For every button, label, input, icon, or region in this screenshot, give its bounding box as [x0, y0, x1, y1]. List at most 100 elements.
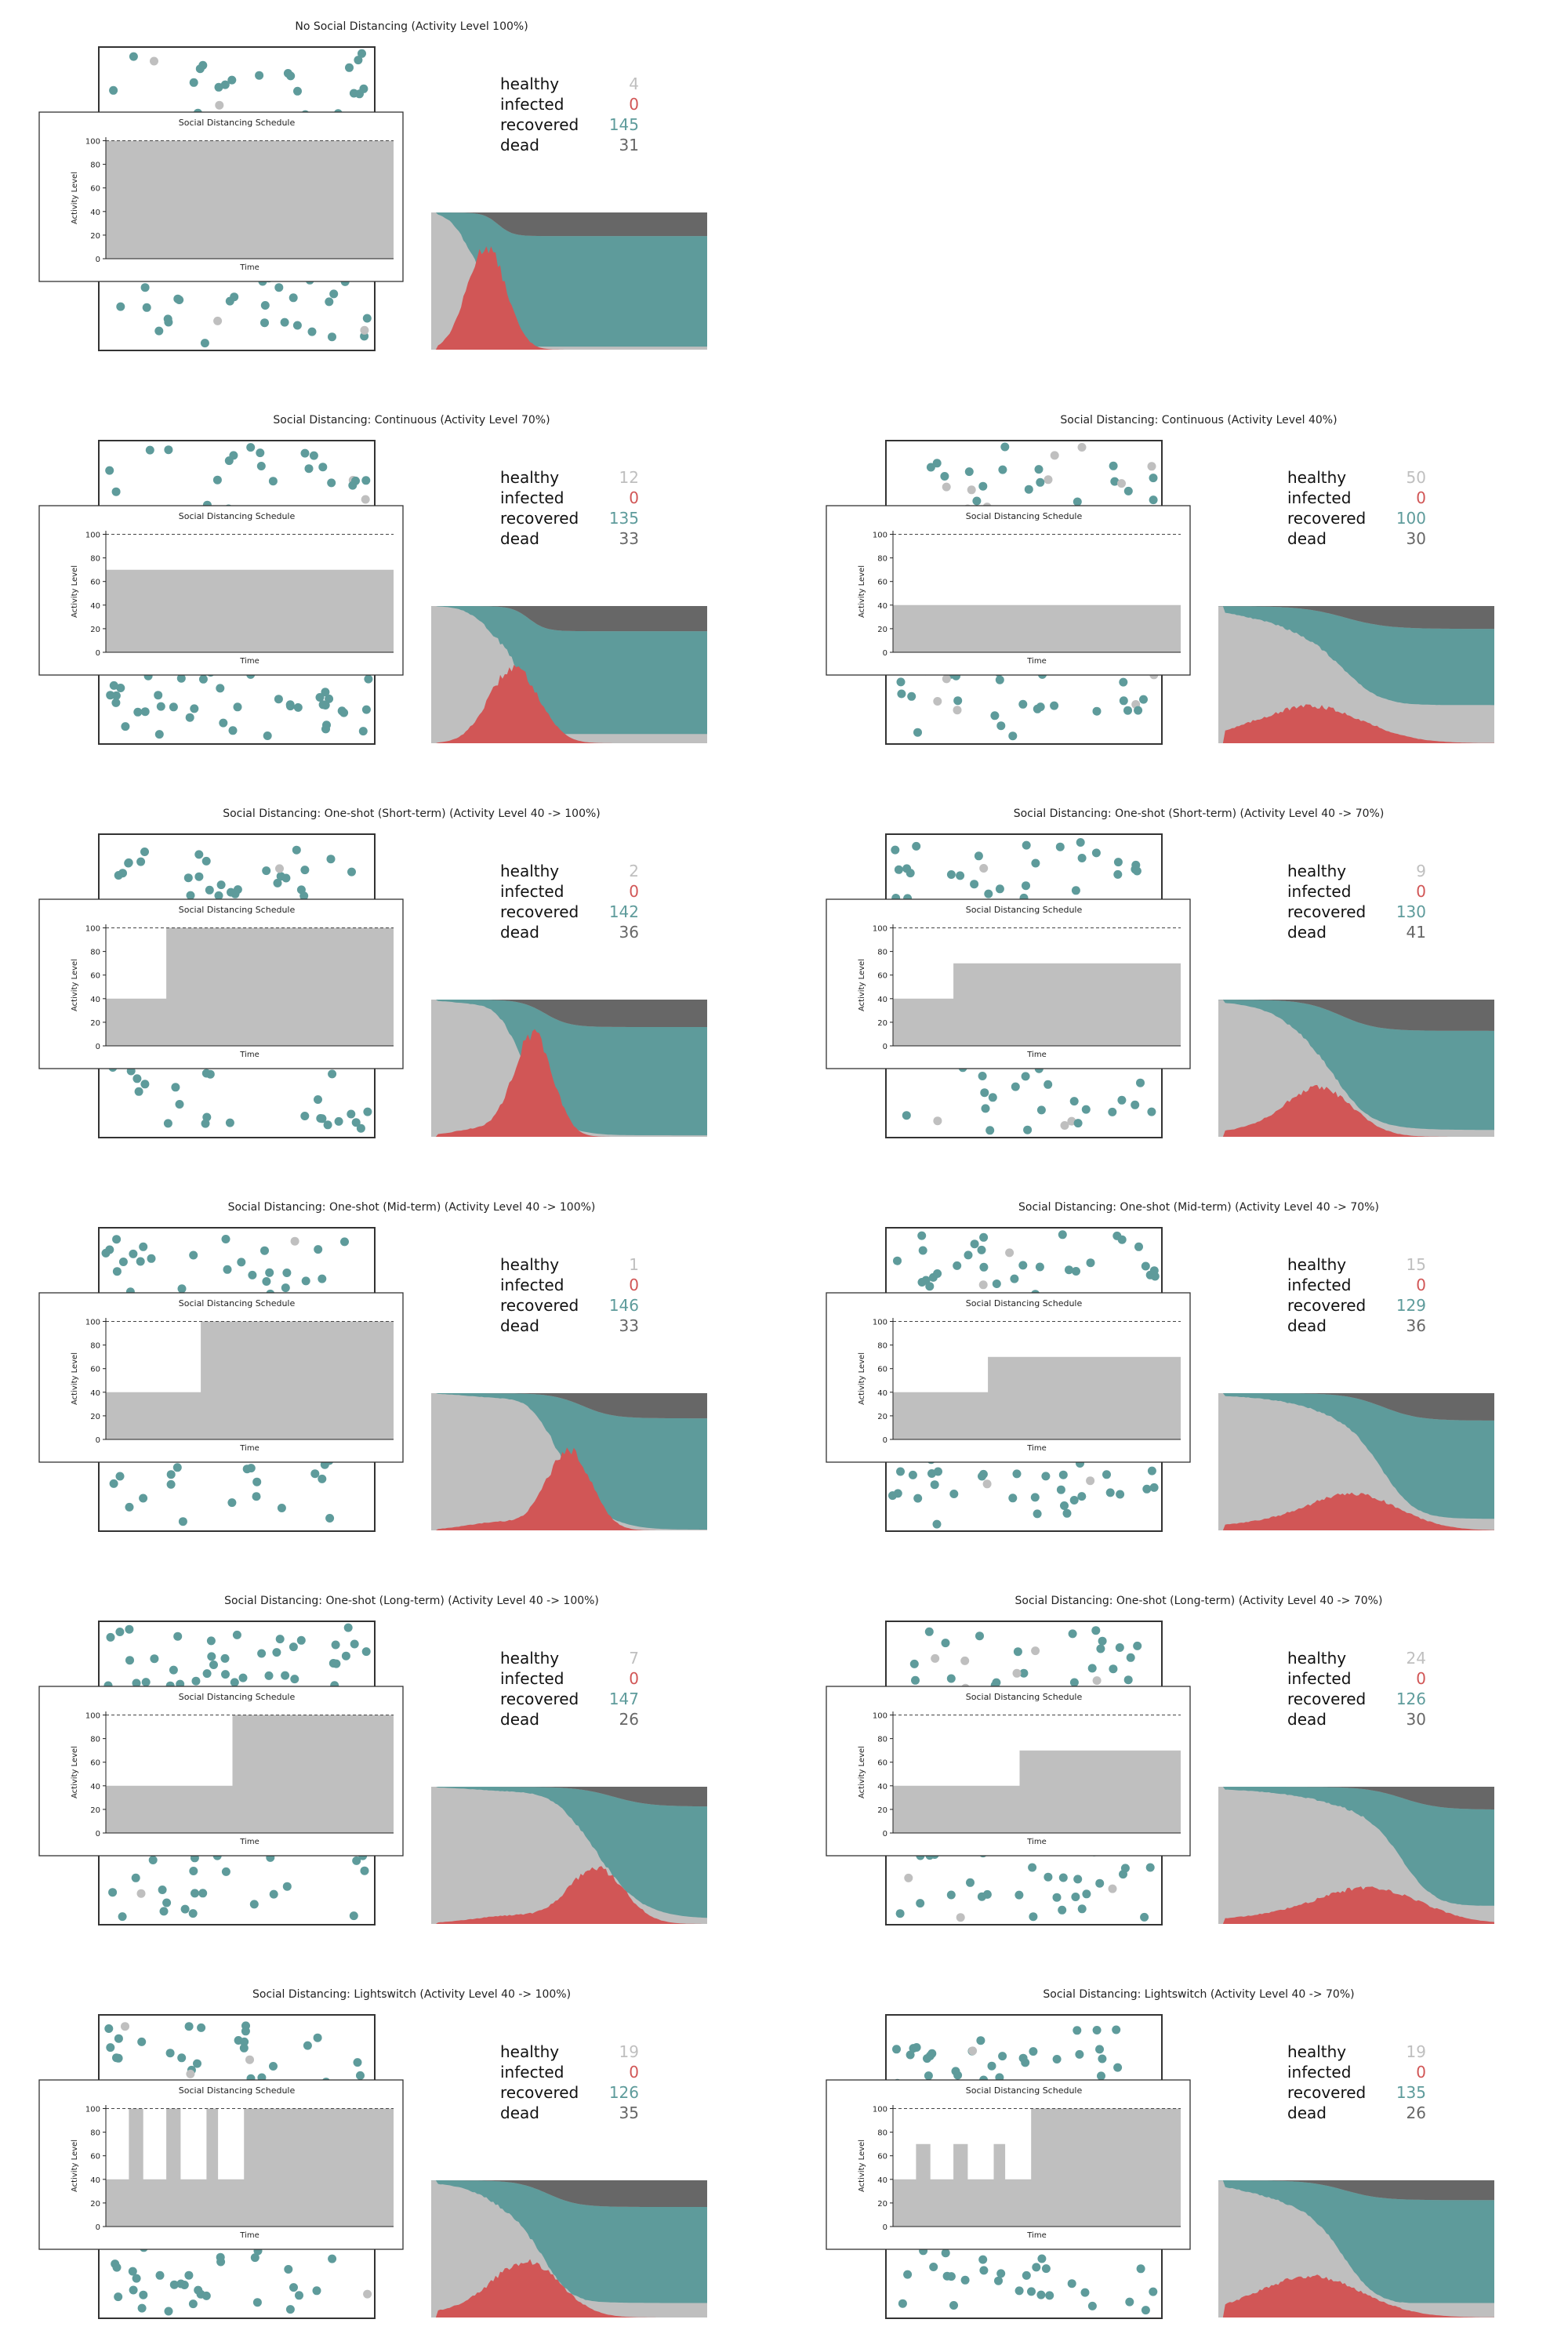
recovered-agent-dot: [166, 1470, 176, 1479]
recovered-agent-dot: [1087, 1664, 1097, 1673]
healthy-agent-dot: [361, 495, 370, 504]
recovered-agent-dot: [977, 1245, 986, 1254]
stat-label-dead: dead: [1287, 2103, 1327, 2122]
recovered-agent-dot: [300, 866, 310, 875]
recovered-agent-dot: [976, 2036, 985, 2045]
schedule-y-tick-label: 100: [873, 925, 887, 934]
recovered-agent-dot: [325, 1514, 335, 1523]
recovered-agent-dot: [299, 891, 309, 901]
schedule-y-tick-label: 0: [96, 649, 100, 658]
recovered-agent-dot: [265, 1268, 274, 1277]
recovered-agent-dot: [280, 318, 289, 327]
recovered-agent-dot: [114, 871, 123, 880]
recovered-agent-dot: [220, 1653, 230, 1663]
stat-label-infected: infected: [500, 488, 564, 507]
recovered-agent-dot: [1086, 1258, 1095, 1268]
recovered-agent-dot: [111, 487, 121, 496]
recovered-agent-dot: [1050, 701, 1059, 710]
recovered-agent-dot: [896, 1467, 905, 1476]
recovered-agent-dot: [1149, 1483, 1159, 1492]
recovered-agent-dot: [902, 1111, 911, 1120]
recovered-agent-dot: [318, 1474, 327, 1483]
recovered-agent-dot: [309, 451, 318, 460]
recovered-agent-dot: [1019, 1668, 1029, 1678]
scenario-panel: Social Distancing: One-shot (Long-term) …: [38, 1595, 707, 1926]
recovered-agent-dot: [209, 1661, 218, 1669]
healthy-agent-dot: [953, 706, 962, 715]
schedule-y-tick-label: 100: [85, 925, 100, 934]
recovered-agent-dot: [227, 887, 235, 897]
recovered-agent-dot: [1136, 2264, 1145, 2274]
schedule-y-tick-label: 0: [96, 1043, 100, 1051]
recovered-agent-dot: [897, 689, 906, 699]
schedule-inset: Social Distancing Schedule 0 20 40 60 80 100 Ti…: [826, 2079, 1191, 2250]
schedule-activity-area: [893, 1356, 1181, 1439]
healthy-agent-dot: [979, 864, 989, 873]
recovered-agent-dot: [1098, 1636, 1107, 1646]
recovered-agent-dot: [301, 1276, 310, 1286]
recovered-agent-dot: [1029, 1912, 1038, 1922]
recovered-agent-dot: [364, 674, 373, 684]
epidemic-area-chart: [431, 1393, 707, 1530]
recovered-agent-dot: [1033, 1509, 1042, 1519]
stat-value-infected: 0: [1416, 1669, 1426, 1688]
schedule-y-tick-label: 100: [85, 2106, 100, 2114]
recovered-agent-dot: [256, 462, 266, 470]
recovered-agent-dot: [313, 2033, 322, 2042]
recovered-agent-dot: [191, 1889, 199, 1898]
recovered-agent-dot: [233, 885, 242, 895]
schedule-y-tick-label: 60: [90, 1759, 100, 1768]
schedule-x-label: Time: [1026, 2231, 1046, 2240]
recovered-agent-dot: [982, 1889, 992, 1899]
recovered-agent-dot: [323, 1120, 332, 1130]
recovered-agent-dot: [360, 1866, 369, 1875]
recovered-agent-dot: [1062, 1508, 1072, 1518]
recovered-agent-dot: [980, 1088, 989, 1098]
recovered-agent-dot: [216, 2252, 225, 2262]
recovered-agent-dot: [349, 1911, 358, 1921]
recovered-agent-dot: [356, 2071, 365, 2080]
recovered-agent-dot: [175, 1100, 184, 1109]
recovered-area: [1218, 1787, 1494, 1906]
recovered-agent-dot: [1044, 1080, 1053, 1089]
schedule-y-tick-label: 40: [90, 2176, 100, 2185]
schedule-y-tick-label: 80: [877, 949, 887, 957]
recovered-agent-dot: [289, 293, 298, 303]
recovered-agent-dot: [994, 2276, 1003, 2285]
recovered-agent-dot: [293, 86, 302, 96]
scenario-title: Social Distancing: One-shot (Short-term)…: [1014, 808, 1385, 820]
recovered-agent-dot: [125, 1624, 134, 1634]
stat-value-healthy: 4: [629, 74, 639, 93]
recovered-agent-dot: [341, 1651, 350, 1661]
schedule-x-label: Time: [1026, 1444, 1046, 1453]
recovered-agent-dot: [1141, 1261, 1150, 1271]
recovered-agent-dot: [228, 726, 238, 735]
stat-value-infected: 0: [1416, 2063, 1426, 2082]
recovered-agent-dot: [1113, 2063, 1123, 2072]
recovered-agent-dot: [328, 1659, 338, 1668]
recovered-agent-dot: [139, 1494, 148, 1503]
recovered-agent-dot: [1109, 461, 1118, 470]
healthy-agent-dot: [245, 2055, 254, 2064]
recovered-agent-dot: [1116, 1490, 1125, 1499]
schedule-title: Social Distancing Schedule: [179, 118, 296, 128]
schedule-y-tick-label: 80: [90, 2129, 100, 2138]
healthy-agent-dot: [1117, 479, 1126, 488]
recovered-agent-dot: [238, 1673, 248, 1682]
recovered-agent-dot: [1123, 1675, 1133, 1685]
schedule-y-tick-label: 80: [877, 1342, 887, 1351]
schedule-y-tick-label: 40: [90, 602, 100, 611]
recovered-agent-dot: [1147, 1466, 1156, 1475]
recovered-agent-dot: [906, 869, 915, 878]
stat-value-healthy: 24: [1406, 1649, 1426, 1668]
schedule-x-label: Time: [239, 1051, 259, 1059]
recovered-agent-dot: [289, 2283, 298, 2292]
scenario-panel: Social Distancing: One-shot (Long-term) …: [826, 1595, 1494, 1926]
scenario-panel: Social Distancing: Lightswitch (Activity…: [826, 1988, 1494, 2319]
recovered-agent-dot: [129, 1249, 138, 1258]
recovered-agent-dot: [1123, 706, 1132, 715]
recovered-agent-dot: [177, 1284, 187, 1294]
recovered-agent-dot: [216, 684, 225, 693]
recovered-agent-dot: [978, 481, 988, 491]
recovered-agent-dot: [1073, 1875, 1083, 1884]
